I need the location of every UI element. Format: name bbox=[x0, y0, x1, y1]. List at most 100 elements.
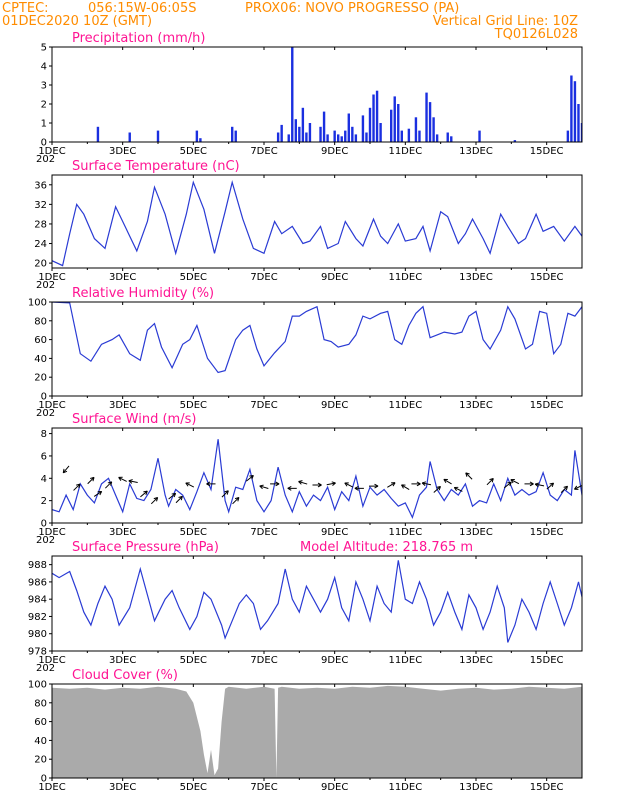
panel-title: Precipitation (mm/h) bbox=[72, 31, 205, 46]
precip-bar bbox=[573, 81, 577, 142]
precip-bar bbox=[337, 134, 340, 142]
plot-area bbox=[52, 439, 582, 520]
panel-pressure: Surface Pressure (hPa) Model Altitude: 21… bbox=[28, 540, 583, 674]
series-line bbox=[52, 439, 582, 520]
wind-arrow bbox=[221, 490, 229, 498]
x-tick-label: 9DEC bbox=[321, 400, 348, 411]
plot-area bbox=[52, 179, 582, 267]
x-tick-label: 3DEC bbox=[109, 272, 136, 283]
x-tick-label: 3DEC bbox=[109, 655, 136, 666]
wind-arrow bbox=[287, 485, 297, 491]
cloud-area bbox=[52, 685, 582, 778]
x-tick-label: 9DEC bbox=[321, 527, 348, 538]
y-tick-label: 80 bbox=[34, 316, 47, 327]
y-tick-label: 984 bbox=[28, 595, 47, 606]
wind-arrow bbox=[128, 479, 138, 484]
y-tick-label: 980 bbox=[28, 629, 47, 640]
x-tick-label: 15DEC bbox=[530, 527, 564, 538]
x-tick-label: 9DEC bbox=[321, 272, 348, 283]
year-fragment: 202 bbox=[36, 535, 55, 546]
wind-arrow bbox=[298, 480, 308, 485]
y-tick-label: 8 bbox=[41, 429, 47, 440]
precip-bar bbox=[234, 130, 237, 142]
x-tick-label: 11DEC bbox=[388, 527, 422, 538]
precip-bar bbox=[276, 132, 280, 142]
wind-arrow bbox=[93, 490, 103, 497]
precip-bar bbox=[305, 132, 308, 142]
x-tick-label: 5DEC bbox=[180, 146, 207, 157]
wind-arrow bbox=[387, 482, 396, 488]
x-tick-label: 15DEC bbox=[530, 655, 564, 666]
y-tick-label: 40 bbox=[34, 354, 47, 365]
panel-frame bbox=[51, 683, 583, 779]
panel-wind: Surface Wind (m/s) 0 2 4 6 8 1DEC 3DEC 5DEC 7DEC 9… bbox=[36, 412, 583, 546]
wind-arrow bbox=[411, 481, 421, 487]
y-tick-label: 2 bbox=[41, 100, 47, 111]
x-tick-label: 11DEC bbox=[388, 272, 422, 283]
precip-bar bbox=[308, 123, 312, 142]
x-tick-label: 15DEC bbox=[530, 400, 564, 411]
x-tick-label: 13DEC bbox=[459, 146, 493, 157]
precip-bar bbox=[513, 140, 517, 142]
panel-title: Relative Humidity (%) bbox=[72, 286, 214, 301]
precip-bar bbox=[294, 119, 297, 142]
y-tick-label: 32 bbox=[34, 200, 47, 211]
precip-bar bbox=[347, 113, 350, 142]
x-tick-label: 9DEC bbox=[321, 655, 348, 666]
wind-arrow bbox=[185, 482, 195, 488]
header-grid-note: Vertical Grid Line: 10Z bbox=[433, 14, 578, 29]
x-tick-label: 15DEC bbox=[530, 782, 564, 793]
x-tick-label: 5DEC bbox=[180, 655, 207, 666]
wind-arrow bbox=[574, 484, 582, 490]
wind-arrow bbox=[140, 490, 148, 498]
x-tick-label: 1DEC bbox=[38, 272, 65, 283]
wind-arrow bbox=[433, 485, 441, 493]
plot-area bbox=[52, 560, 582, 643]
y-tick-label: 1 bbox=[41, 119, 47, 130]
plot-area bbox=[52, 685, 582, 778]
panel-temperature: Surface Temperature (nC) 20 24 28 32 36 1DEC 3D… bbox=[34, 159, 583, 291]
x-tick-label: 11DEC bbox=[388, 655, 422, 666]
precip-bar bbox=[351, 126, 354, 142]
precip-bar bbox=[446, 132, 449, 142]
year-fragment: 202 bbox=[36, 154, 55, 165]
x-tick-label: 11DEC bbox=[388, 400, 422, 411]
wind-arrow bbox=[503, 481, 512, 489]
x-tick-label: 1DEC bbox=[38, 400, 65, 411]
x-tick-label: 3DEC bbox=[109, 400, 136, 411]
precip-bar bbox=[407, 128, 411, 142]
panel-title: Cloud Cover (%) bbox=[72, 668, 178, 683]
x-tick-label: 5DEC bbox=[180, 782, 207, 793]
y-tick-label: 36 bbox=[34, 180, 47, 191]
panels: Precipitation (mm/h) 0 1 2 3 4 5 1DEC 3DEC 5DEC 7D… bbox=[28, 31, 615, 793]
y-tick-label: 0 bbox=[41, 774, 47, 785]
precip-bar bbox=[566, 130, 570, 142]
series-line bbox=[52, 179, 582, 267]
x-tick-label: 9DEC bbox=[321, 146, 348, 157]
y-tick-label: 3 bbox=[41, 81, 47, 92]
x-tick-label: 5DEC bbox=[180, 272, 207, 283]
precip-bar bbox=[344, 130, 347, 142]
y-tick-label: 0 bbox=[41, 138, 47, 149]
precip-bar bbox=[450, 136, 453, 142]
panel-title: Surface Wind (m/s) bbox=[72, 412, 196, 427]
precip-bar bbox=[425, 92, 428, 142]
precip-bar bbox=[365, 132, 368, 142]
x-tick-label: 3DEC bbox=[109, 782, 136, 793]
y-tick-label: 20 bbox=[34, 259, 47, 270]
precip-bar bbox=[613, 119, 615, 142]
y-tick-label: 6 bbox=[41, 451, 47, 462]
precip-bar bbox=[432, 117, 435, 142]
wind-arrow bbox=[453, 486, 463, 492]
precip-bar bbox=[156, 130, 160, 142]
wind-arrow bbox=[168, 492, 177, 500]
wind-arrow bbox=[344, 482, 354, 488]
wind-arrow bbox=[270, 481, 280, 487]
precip-bar bbox=[280, 124, 283, 142]
y-tick-label: 988 bbox=[28, 560, 47, 571]
precip-bar bbox=[397, 104, 400, 142]
wind-arrow bbox=[259, 484, 269, 490]
x-tick-label: 7DEC bbox=[250, 782, 277, 793]
wind-arrow bbox=[87, 476, 95, 485]
precip-bar bbox=[595, 131, 597, 142]
